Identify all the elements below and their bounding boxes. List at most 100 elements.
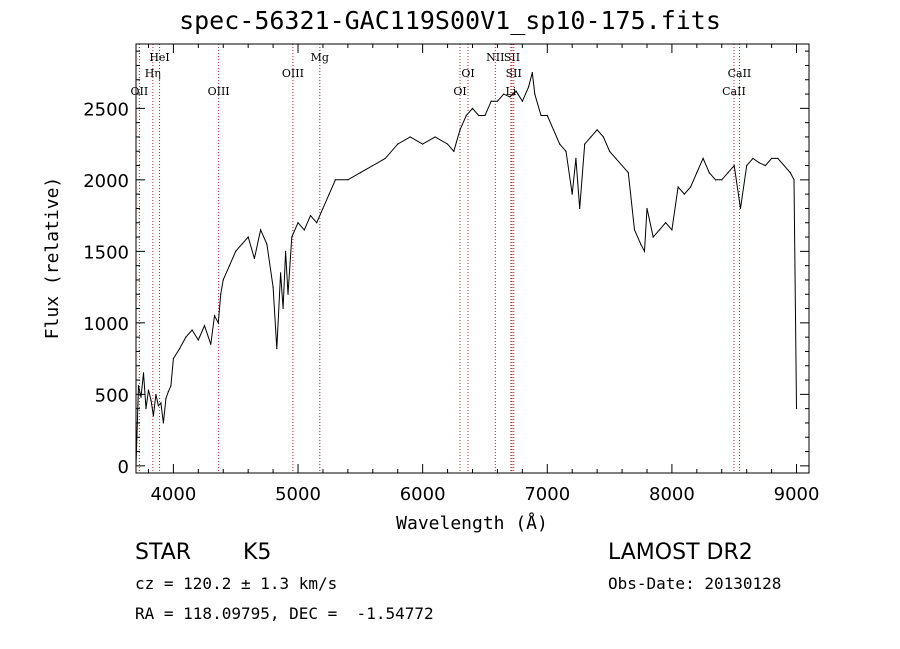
flux-point-93	[665, 222, 667, 224]
flux-point-106	[746, 164, 748, 167]
flux-point-26	[228, 265, 231, 267]
flux-point-81	[596, 129, 598, 131]
flux-point-20	[203, 325, 206, 327]
flux-point-32	[266, 243, 268, 245]
flux-point-13	[167, 390, 170, 393]
flux-point-101	[714, 179, 717, 181]
flux-point-6	[150, 399, 152, 401]
flux-point-86	[627, 172, 629, 174]
flux-point-87	[633, 229, 636, 231]
flux-point-15	[172, 358, 174, 360]
line-label-9: SII	[504, 51, 520, 64]
flux-point-53	[422, 143, 424, 145]
x-tick-label-2: 6000	[400, 484, 446, 505]
flux-point-79	[584, 143, 586, 145]
flux-point-64	[503, 93, 505, 95]
object-class: STAR	[135, 540, 192, 565]
observation-date: Obs-Date: 20130128	[608, 574, 782, 593]
flux-point-19	[197, 339, 199, 341]
flux-point-35	[279, 272, 282, 274]
flux-point-104	[733, 164, 735, 167]
redshift-cz: cz = 120.2 ± 1.3 km/s	[135, 574, 338, 593]
flux-point-78	[579, 207, 581, 210]
flux-point-33	[272, 286, 274, 288]
flux-point-52	[409, 136, 411, 138]
flux-point-23	[217, 322, 219, 324]
flux-point-34	[276, 347, 278, 350]
flux-point-73	[552, 129, 555, 131]
line-label-8: NII	[486, 51, 504, 64]
line-label-6: OI	[453, 85, 466, 98]
flux-point-89	[643, 250, 646, 252]
x-tick-label-1: 5000	[275, 484, 321, 505]
line-label-5: Mg	[311, 51, 329, 64]
spectral-line-markers: OII Hη HeI OIII OIII Mg OI OI NII SII SII Li CaII CaI…	[131, 44, 751, 473]
flux-point-12	[165, 398, 167, 400]
line-label-12: CaII	[722, 85, 746, 98]
flux-point-92	[658, 229, 661, 231]
flux-point-100	[708, 172, 710, 174]
flux-point-14	[170, 385, 172, 387]
flux-point-10	[160, 402, 162, 404]
flux-point-85	[621, 164, 623, 167]
flux-point-75	[565, 150, 567, 152]
flux-point-57	[459, 129, 461, 131]
flux-point-51	[397, 143, 399, 145]
flux-point-59	[471, 107, 474, 109]
flux-point-96	[683, 193, 685, 195]
flux-point-1	[137, 385, 140, 387]
flux-point-47	[347, 179, 349, 181]
flux-point-70	[534, 93, 536, 95]
x-axis-label: Wavelength (Å)	[396, 512, 548, 534]
y-tick-label-0: 0	[118, 457, 129, 478]
flux-point-24	[220, 293, 222, 295]
flux-point-111	[777, 157, 779, 159]
flux-point-42	[309, 215, 312, 217]
flux-point-43	[316, 222, 318, 224]
flux-point-94	[671, 229, 673, 231]
object-subclass: K5	[243, 540, 272, 565]
flux-point-102	[721, 179, 723, 181]
flux-point-103	[727, 172, 729, 174]
flux-line-0	[135, 72, 797, 466]
flux-point-36	[282, 307, 284, 310]
flux-point-5	[147, 389, 150, 391]
flux-point-58	[465, 114, 467, 117]
line-label-0: OII	[131, 85, 149, 98]
line-label-4: OIII	[282, 67, 304, 80]
flux-point-108	[758, 162, 760, 164]
flux-point-60	[478, 114, 480, 117]
y-tick-label-2: 1000	[83, 314, 129, 335]
flux-point-88	[640, 243, 642, 245]
flux-point-107	[752, 157, 754, 159]
flux-point-21	[210, 343, 212, 345]
flux-point-16	[179, 347, 181, 350]
flux-point-49	[372, 164, 374, 167]
flux-point-74	[559, 143, 561, 145]
flux-point-18	[191, 329, 193, 331]
flux-point-115	[795, 408, 798, 410]
flux-point-31	[260, 229, 262, 231]
y-tick-label-1: 500	[95, 385, 129, 406]
x-tick-label-5: 9000	[774, 484, 820, 505]
flux-point-95	[677, 186, 679, 188]
x-tick-label-0: 4000	[150, 484, 196, 505]
chart-title: spec-56321-GAC119S00V1_sp10-175.fits	[179, 6, 721, 35]
flux-point-37	[284, 250, 287, 252]
axis-tick-labels: 4000 5000 6000 7000 8000 9000 0 500 1000 1500 2000…	[83, 99, 819, 505]
flux-point-97	[690, 186, 692, 188]
flux-point-71	[540, 114, 542, 117]
flux-point-44	[322, 207, 324, 210]
x-tick-label-4: 8000	[649, 484, 695, 505]
flux-point-41	[303, 229, 305, 231]
flux-point-9	[157, 405, 160, 407]
flux-point-4	[145, 408, 147, 410]
flux-point-7	[152, 415, 155, 417]
line-label-7: OI	[461, 67, 474, 80]
flux-point-62	[490, 100, 492, 102]
line-label-11: Li	[505, 85, 516, 98]
flux-point-72	[546, 114, 548, 117]
line-label-10: SII	[506, 67, 522, 80]
flux-point-105	[739, 207, 742, 210]
flux-point-66	[515, 90, 517, 92]
